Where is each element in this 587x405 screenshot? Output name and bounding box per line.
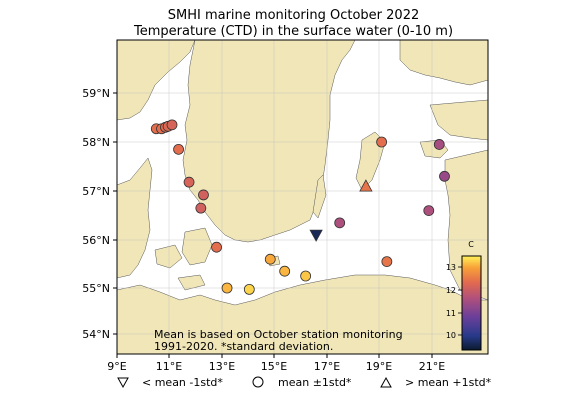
station-marker: [300, 270, 312, 282]
station-marker: [279, 265, 291, 277]
colorbar-tick: 10: [446, 331, 456, 340]
station-marker: [376, 136, 388, 148]
land-oland: [312, 174, 327, 219]
colorbar-gradient: [461, 255, 482, 351]
legend-label-above: > mean +1std*: [405, 376, 492, 389]
legend-label-mean: mean ±1std*: [278, 376, 352, 389]
lon-tick-label: 11°E: [156, 360, 182, 373]
colorbar-unit: C: [468, 240, 474, 249]
lat-tick-label: 57°N: [82, 185, 110, 198]
lon-tick-label: 13°E: [209, 360, 235, 373]
station-marker: [243, 283, 255, 295]
lat-tick-label: 59°N: [82, 87, 110, 100]
land-finland: [399, 40, 488, 86]
land-zealand: [181, 227, 213, 266]
station-markers: [150, 119, 450, 295]
legend: < mean -1std* mean ±1std* > mean +1std*: [117, 376, 492, 389]
lon-tick-label: 9°E: [107, 360, 126, 373]
legend-triangle-down-icon: [117, 377, 129, 389]
land-funen: [154, 244, 183, 269]
colorbar-tick: 12: [446, 286, 456, 295]
station-marker: [173, 143, 184, 155]
map-area: [117, 40, 488, 354]
colorbar-tick: 13: [446, 263, 456, 272]
lon-tick-label: 15°E: [261, 360, 287, 373]
legend-triangle-up-icon: [380, 376, 392, 388]
station-marker: [439, 170, 450, 182]
chart-subtitle: Temperature (CTD) in the surface water (…: [133, 24, 454, 39]
station-marker: [211, 241, 222, 253]
station-marker: [334, 217, 346, 229]
station-marker: [359, 179, 373, 192]
station-marker: [423, 205, 435, 217]
lat-tick-label: 58°N: [82, 136, 110, 149]
note-line-2: 1991-2020. *standard deviation.: [154, 340, 333, 353]
legend-circle-icon: [252, 376, 264, 388]
lat-tick-label: 54°N: [82, 328, 110, 341]
note-line-1: Mean is based on October station monitor…: [154, 328, 403, 341]
chart-title: SMHI marine monitoring October 2022: [167, 8, 420, 23]
lon-tick-label: 17°E: [314, 360, 340, 373]
station-marker: [309, 229, 323, 242]
land-lolland: [177, 274, 206, 291]
lon-tick-label: 21°E: [419, 360, 445, 373]
station-marker: [198, 189, 209, 201]
land-jutland: [117, 157, 153, 279]
station-marker: [166, 119, 178, 131]
station-marker: [221, 282, 233, 294]
map-frame: [116, 39, 489, 355]
colorbar-tick: 11: [446, 309, 456, 318]
lon-tick-label: 19°E: [366, 360, 392, 373]
station-marker: [381, 256, 393, 268]
land-estonia: [429, 99, 488, 141]
colorbar: C 10 11 12 13: [446, 240, 482, 351]
station-marker: [433, 139, 445, 150]
station-marker: [264, 253, 276, 265]
land-norway: [117, 40, 196, 121]
lat-tick-label: 56°N: [82, 234, 110, 247]
station-marker: [195, 202, 207, 214]
station-marker: [183, 176, 195, 188]
legend-label-below: < mean -1std*: [142, 376, 223, 389]
land-gotland: [355, 131, 386, 191]
lat-tick-label: 55°N: [82, 282, 110, 295]
